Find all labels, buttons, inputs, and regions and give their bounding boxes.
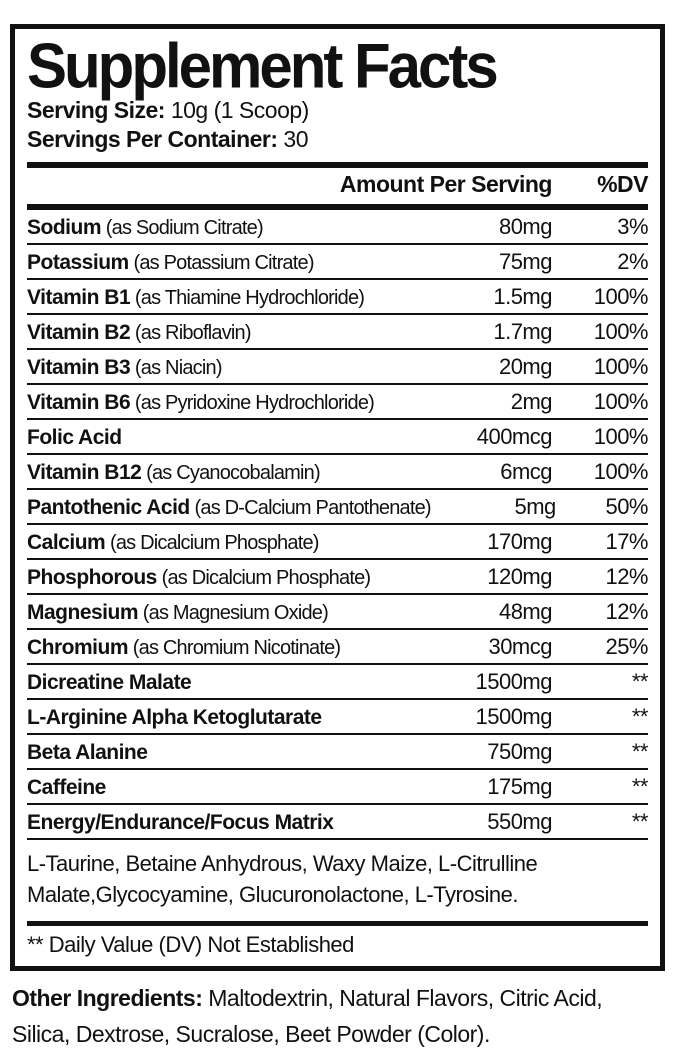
nutrient-name: Pantothenic Acid (as D-Calcium Pantothen… [27, 495, 432, 519]
nutrient-dv: 2% [617, 248, 648, 274]
supplement-facts-panel: Supplement Facts Serving Size: 10g (1 Sc… [10, 24, 665, 972]
table-row: Vitamin B3 (as Niacin) 20mg 100% [27, 347, 649, 383]
nutrient-name: Magnesium (as Magnesium Oxide) [27, 600, 329, 624]
nutrient-dv: 25% [605, 633, 648, 659]
amount-per-serving-header: Amount Per Serving [339, 170, 553, 197]
servings-per-container-value: 30 [283, 125, 309, 152]
nutrient-dv: 100% [593, 458, 649, 484]
divider-thick-top [27, 161, 648, 168]
nutrient-amount: 1500mg [475, 668, 552, 694]
table-row: Caffeine 175mg ** [27, 767, 649, 803]
table-row: Pantothenic Acid (as D-Calcium Pantothen… [27, 487, 649, 523]
table-row: Phosphorous (as Dicalcium Phosphate) 120… [27, 557, 649, 593]
other-ingredients-label: Other Ingredients: [12, 985, 203, 1012]
serving-size-label: Serving Size: [27, 97, 165, 123]
nutrient-name: Caffeine [27, 775, 106, 799]
nutrient-name: Chromium (as Chromium Nicotinate) [27, 635, 341, 659]
nutrient-amount: 175mg [487, 773, 552, 799]
matrix-ingredients-note: L-Taurine, Betaine Anhydrous, Waxy Maize… [27, 837, 648, 922]
nutrient-dv: 100% [593, 283, 649, 309]
nutrient-amount: 20mg [498, 353, 553, 379]
table-row: Beta Alanine 750mg ** [27, 732, 649, 768]
nutrient-name: Vitamin B6 (as Pyridoxine Hydrochloride) [27, 390, 375, 414]
nutrient-amount: 750mg [487, 738, 552, 764]
nutrient-dv: 100% [593, 318, 649, 344]
table-row: Vitamin B12 (as Cyanocobalamin) 6mcg 100… [27, 452, 649, 488]
nutrient-name: Energy/Endurance/Focus Matrix [27, 810, 334, 834]
table-row: Dicreatine Malate 1500mg ** [27, 662, 649, 698]
supplement-label-page: Supplement Facts Serving Size: 10g (1 Sc… [10, 24, 665, 1047]
nutrient-name: Calcium (as Dicalcium Phosphate) [27, 530, 319, 554]
nutrient-dv: 17% [605, 528, 648, 554]
nutrient-name: Vitamin B2 (as Riboflavin) [27, 320, 252, 344]
nutrient-amount: 1.5mg [493, 283, 552, 309]
table-row: Magnesium (as Magnesium Oxide) 48mg 12% [27, 592, 649, 628]
table-row: Chromium (as Chromium Nicotinate) 30mcg … [27, 627, 649, 663]
nutrient-amount: 2mg [510, 388, 553, 414]
nutrient-amount: 75mg [498, 248, 553, 274]
nutrient-dv: ** [631, 808, 649, 834]
nutrient-name: Dicreatine Malate [27, 670, 192, 694]
servings-per-container-line: Servings Per Container: 30 [27, 125, 648, 154]
serving-size-line: Serving Size: 10g (1 Scoop) [27, 96, 648, 125]
nutrient-name: Phosphorous (as Dicalcium Phosphate) [27, 565, 371, 589]
nutrient-amount: 1.7mg [493, 318, 552, 344]
nutrient-amount: 6mcg [500, 458, 552, 484]
nutrient-amount: 1500mg [475, 703, 552, 729]
nutrient-name: Beta Alanine [27, 740, 148, 764]
nutrient-dv: 12% [605, 598, 648, 624]
nutrient-name: L-Arginine Alpha Ketoglutarate [27, 705, 322, 729]
table-row: Calcium (as Dicalcium Phosphate) 170mg 1… [27, 522, 649, 558]
nutrient-rows: Sodium (as Sodium Citrate) 80mg 3% Potas… [27, 210, 649, 838]
table-row: Energy/Endurance/Focus Matrix 550mg ** [27, 802, 649, 838]
nutrient-amount: 400mcg [476, 423, 553, 449]
nutrient-dv: 50% [605, 493, 648, 519]
nutrient-amount: 30mcg [488, 633, 552, 659]
panel-title: Supplement Facts [27, 30, 499, 102]
dv-footnote: ** Daily Value (DV) Not Established [27, 932, 354, 958]
serving-size-value: 10g (1 Scoop) [170, 97, 309, 123]
nutrient-dv: 100% [593, 353, 649, 379]
nutrient-amount: 120mg [487, 563, 552, 589]
nutrient-amount: 5mg [514, 493, 556, 519]
nutrient-dv: ** [631, 668, 649, 694]
table-header-row: Amount Per Serving %DV [27, 168, 649, 200]
nutrient-dv: 100% [593, 388, 649, 414]
nutrient-name: Folic Acid [27, 425, 122, 449]
nutrient-dv: ** [631, 703, 649, 729]
table-row: Potassium (as Potassium Citrate) 75mg 2% [27, 242, 649, 278]
nutrient-dv: ** [631, 738, 649, 764]
nutrient-name: Vitamin B3 (as Niacin) [27, 355, 222, 379]
table-row: Folic Acid 400mcg 100% [27, 417, 649, 453]
table-row: Vitamin B1 (as Thiamine Hydrochloride) 1… [27, 277, 649, 313]
nutrient-dv: 100% [593, 423, 649, 449]
nutrient-name: Vitamin B1 (as Thiamine Hydrochloride) [27, 285, 365, 309]
nutrient-dv: 3% [617, 213, 648, 239]
nutrient-name: Potassium (as Potassium Citrate) [27, 250, 315, 274]
table-row: L-Arginine Alpha Ketoglutarate 1500mg ** [27, 697, 649, 733]
nutrient-amount: 48mg [498, 598, 553, 624]
divider-thick-under-header [27, 203, 648, 210]
table-row: Sodium (as Sodium Citrate) 80mg 3% [27, 210, 649, 243]
nutrient-dv: 12% [605, 563, 648, 589]
table-row: Vitamin B6 (as Pyridoxine Hydrochloride)… [27, 382, 649, 418]
nutrient-name: Sodium (as Sodium Citrate) [27, 215, 264, 239]
servings-per-container-label: Servings Per Container: [27, 125, 278, 152]
divider-thick-footnote [27, 921, 648, 927]
dv-header: %DV [597, 170, 648, 197]
other-ingredients-paragraph: Other Ingredients: Maltodextrin, Natural… [12, 981, 663, 1052]
nutrient-dv: ** [631, 773, 649, 799]
nutrient-amount: 80mg [498, 213, 553, 239]
nutrient-amount: 170mg [487, 528, 552, 554]
nutrient-amount: 550mg [487, 808, 552, 834]
nutrient-name: Vitamin B12 (as Cyanocobalamin) [27, 460, 321, 484]
table-row: Vitamin B2 (as Riboflavin) 1.7mg 100% [27, 312, 649, 348]
